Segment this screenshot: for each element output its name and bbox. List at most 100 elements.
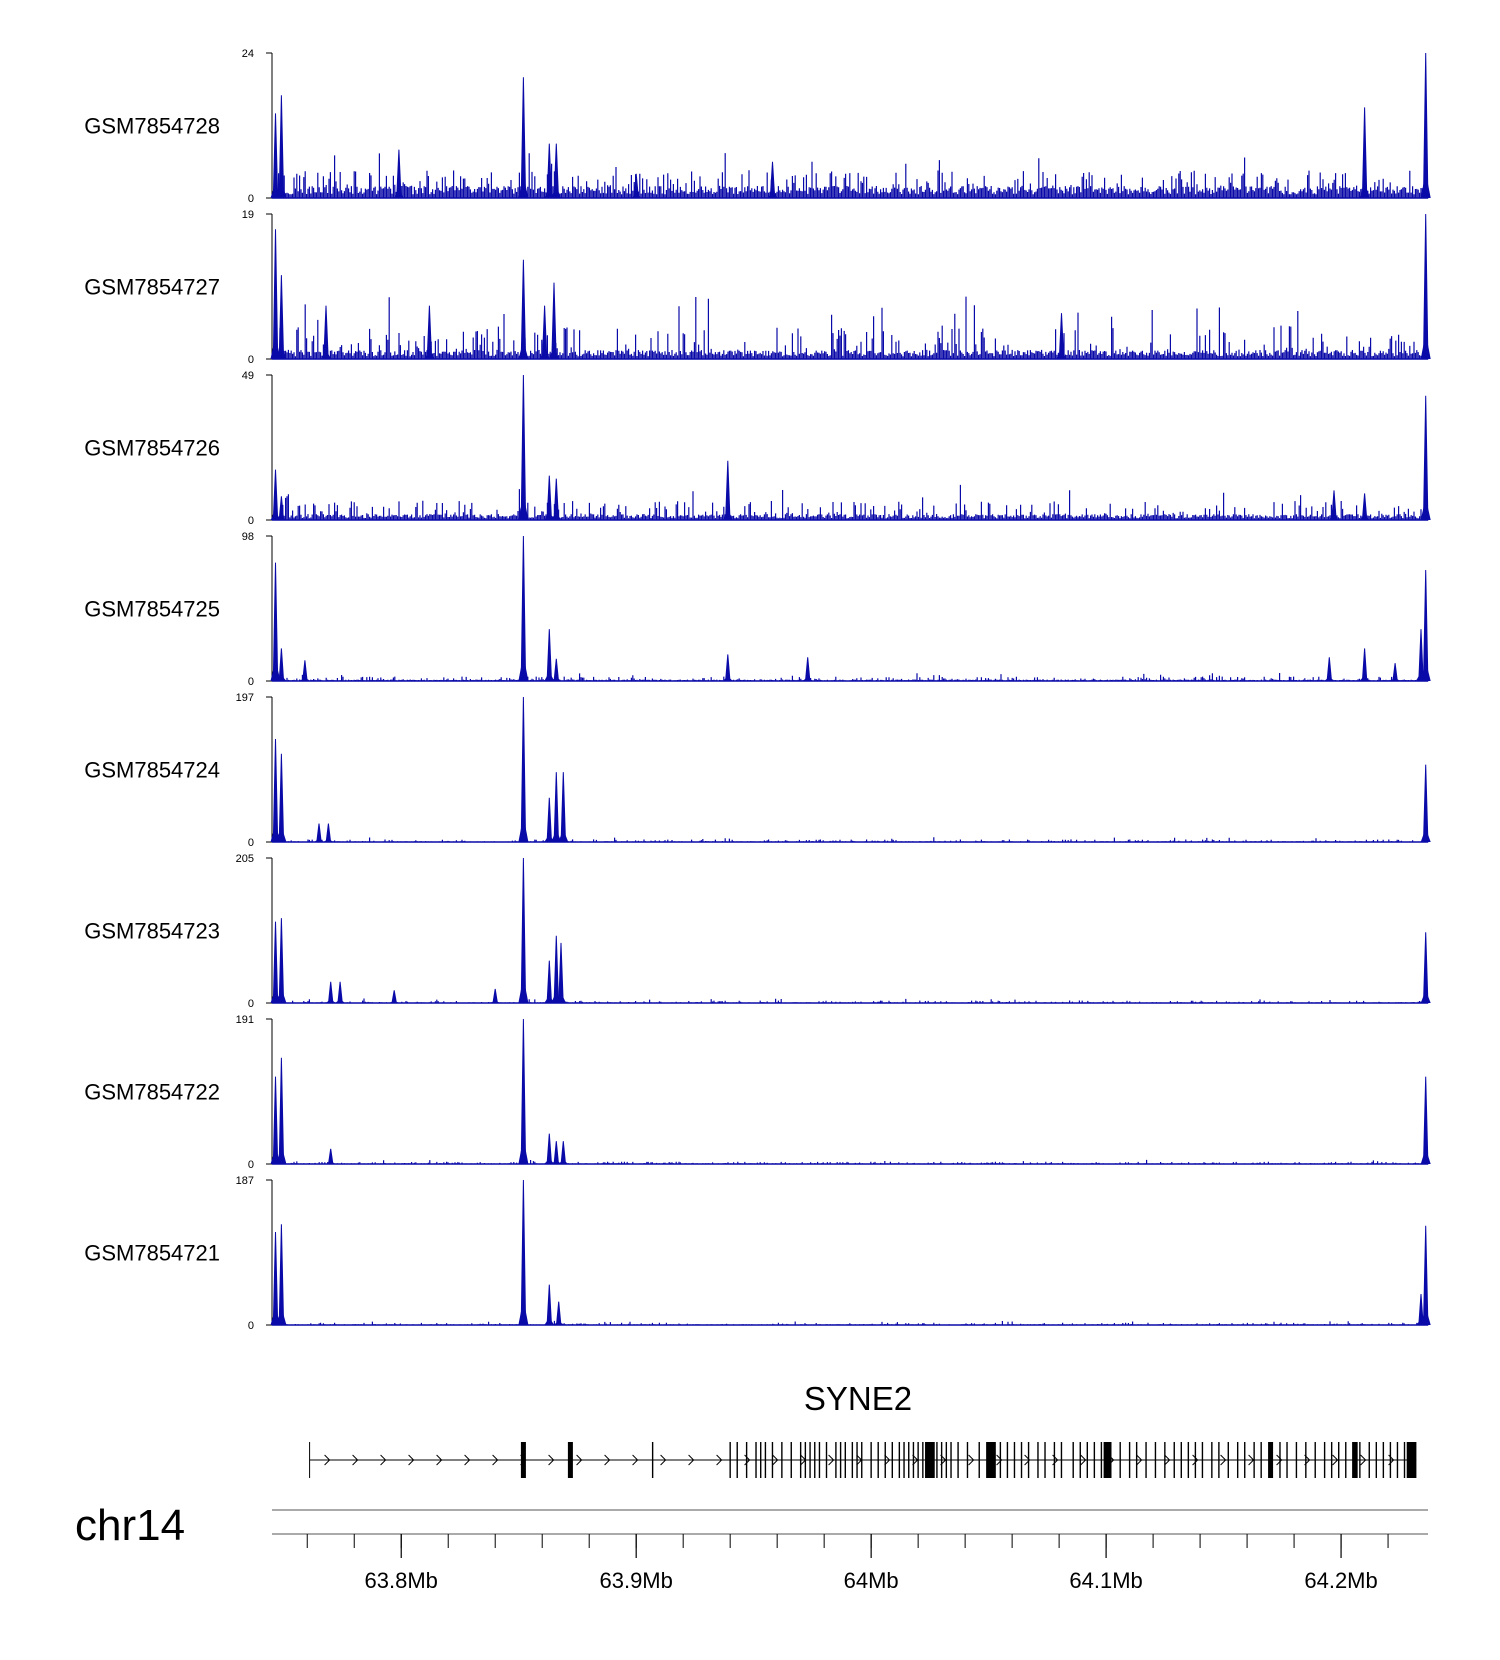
exon-wide — [1268, 1442, 1274, 1478]
track-label: GSM7854721 — [84, 1241, 220, 1266]
signal-peak-shoulder — [1420, 990, 1431, 1003]
strand-arrow — [380, 1454, 387, 1466]
strand-arrow — [1276, 1454, 1283, 1466]
signal-peak-shoulder — [551, 512, 562, 520]
signal-peak-shoulder — [335, 999, 346, 1003]
track-GSM7854723: GSM7854723 205 0 — [84, 853, 1431, 1010]
track-GSM7854722: GSM7854722 191 0 — [84, 1014, 1431, 1171]
track-label: GSM7854723 — [84, 919, 220, 944]
signal-peak-shoulder — [518, 654, 529, 681]
signal-peak-shoulder — [325, 999, 336, 1003]
signal-peak-shoulder — [722, 509, 733, 520]
signal-peak-shoulder — [518, 493, 529, 520]
x-tick-label: 63.8Mb — [365, 1568, 438, 1593]
y-min-label: 0 — [248, 354, 254, 366]
track-label: GSM7854726 — [84, 436, 220, 461]
signal-peak-shoulder — [518, 1298, 529, 1325]
track-label: GSM7854724 — [84, 758, 220, 783]
y-max-label: 197 — [236, 692, 254, 704]
track-GSM7854724: GSM7854724 197 0 — [84, 692, 1431, 849]
signal-tracks: GSM7854728240GSM7854727190GSM7854726490G… — [84, 48, 1431, 1332]
signal-background — [272, 484, 1428, 520]
y-max-label: 49 — [242, 370, 254, 382]
y-min-label: 0 — [248, 515, 254, 527]
strand-arrow — [324, 1454, 331, 1466]
exon-wide — [1352, 1442, 1358, 1478]
y-min-label: 0 — [248, 1159, 254, 1171]
strand-arrow — [1332, 1454, 1339, 1466]
signal-peak-shoulder — [1420, 171, 1431, 198]
ideogram-outline — [272, 1509, 1428, 1535]
y-max-label: 98 — [242, 531, 254, 543]
exon-wide — [520, 1442, 526, 1478]
signal-peak-shoulder — [1359, 515, 1370, 520]
strand-arrow — [1080, 1454, 1087, 1466]
signal-peak-shoulder — [1390, 677, 1401, 681]
signal-peak-shoulder — [518, 1137, 529, 1164]
signal-peak-shoulder — [767, 191, 778, 198]
y-min-label: 0 — [248, 998, 254, 1010]
signal-peak-shoulder — [556, 992, 566, 1003]
track-GSM7854725: GSM7854725 98 0 — [84, 531, 1431, 688]
exon-wide — [1105, 1442, 1111, 1478]
y-min-label: 0 — [248, 676, 254, 688]
signal-peak-shoulder — [1420, 1307, 1431, 1325]
exon-wide — [929, 1442, 935, 1478]
signal-peak-shoulder — [321, 349, 331, 359]
signal-peak-shoulder — [558, 1159, 569, 1164]
signal-background — [272, 673, 1428, 681]
signal-peak-shoulder — [1056, 350, 1067, 359]
signal-peak-shoulder — [544, 834, 555, 842]
x-tick-label: 64Mb — [844, 1568, 899, 1593]
x-tick-label: 64.2Mb — [1304, 1568, 1377, 1593]
x-tick-label: 63.9Mb — [599, 1568, 672, 1593]
signal-peak-shoulder — [551, 677, 562, 681]
signal-peak-shoulder — [549, 345, 559, 359]
exon-wide — [986, 1442, 992, 1478]
genomic-x-axis: 63.8Mb 63.9Mb 64Mb 64.1Mb 64.2Mb — [306, 1534, 1389, 1593]
signal-peak-shoulder — [544, 1317, 555, 1325]
strand-arrow — [968, 1454, 975, 1466]
signal-peak-shoulder — [722, 676, 733, 681]
signal-peak-shoulder — [518, 815, 529, 842]
signal-peak-shoulder — [323, 838, 334, 842]
strand-arrow — [772, 1454, 779, 1466]
signal-peak-shoulder — [518, 341, 529, 359]
strand-arrow — [548, 1454, 555, 1466]
strand-arrow — [660, 1454, 667, 1466]
track-label: GSM7854727 — [84, 275, 220, 300]
exon-wide — [1411, 1442, 1417, 1478]
y-min-label: 0 — [248, 837, 254, 849]
signal-peak-shoulder — [544, 512, 555, 520]
gene-name-label: SYNE2 — [804, 1380, 912, 1417]
signal-peak-shoulder — [1324, 676, 1335, 681]
signal-background — [272, 296, 1428, 359]
y-max-label: 19 — [242, 209, 254, 221]
track-label: GSM7854725 — [84, 597, 220, 622]
signal-peak-shoulder — [544, 671, 555, 681]
strand-arrow — [492, 1454, 499, 1466]
y-max-label: 205 — [236, 853, 254, 865]
y-max-label: 191 — [236, 1014, 254, 1026]
signal-peak-shoulder — [1420, 1148, 1431, 1164]
track-label: GSM7854728 — [84, 114, 220, 139]
y-min-label: 0 — [248, 1320, 254, 1332]
strand-arrow — [1024, 1454, 1031, 1466]
signal-peak-shoulder — [1420, 828, 1431, 842]
strand-arrow — [996, 1454, 1003, 1466]
signal-peak-shoulder — [631, 193, 642, 198]
signal-peak-shoulder — [1359, 181, 1370, 198]
track-GSM7854727: GSM7854727 19 0 — [84, 209, 1431, 366]
signal-peak-shoulder — [276, 1306, 287, 1325]
signal-peak-shoulder — [544, 188, 555, 198]
signal-peak-shoulder — [551, 829, 562, 842]
signal-peak-shoulder — [802, 676, 813, 681]
signal-peak-shoulder — [270, 510, 281, 520]
strand-arrow — [828, 1454, 835, 1466]
signal-peak-shoulder — [544, 1158, 555, 1164]
strand-arrow — [436, 1454, 443, 1466]
strand-arrow — [716, 1454, 723, 1466]
signal-peak-shoulder — [551, 188, 562, 198]
signal-peak-shoulder — [276, 987, 287, 1003]
